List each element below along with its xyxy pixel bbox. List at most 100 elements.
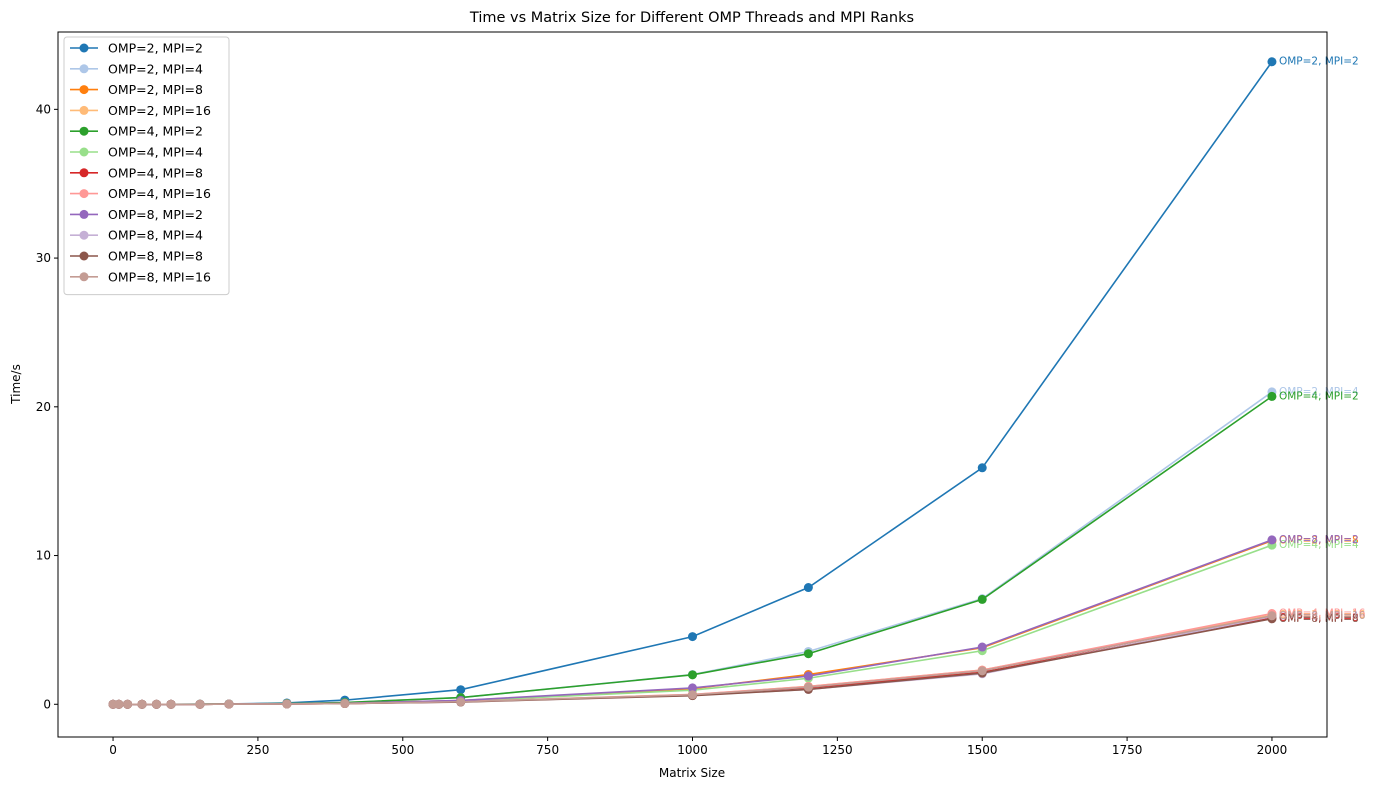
x-tick-label: 500 bbox=[391, 743, 414, 757]
data-point bbox=[803, 671, 813, 681]
series-group bbox=[108, 57, 1277, 709]
data-point bbox=[456, 685, 466, 695]
x-tick-label: 250 bbox=[246, 743, 269, 757]
legend-entry: OMP=4, MPI=2 bbox=[70, 124, 203, 139]
series-end-label: OMP=4, MPI=4 bbox=[1279, 539, 1359, 551]
legend-entry: OMP=8, MPI=2 bbox=[70, 207, 203, 222]
legend-swatch-marker bbox=[79, 126, 89, 136]
legend-label: OMP=2, MPI=2 bbox=[108, 41, 203, 56]
y-tick-label: 40 bbox=[36, 102, 51, 116]
legend-label: OMP=8, MPI=8 bbox=[108, 249, 203, 264]
data-point bbox=[1267, 535, 1277, 545]
legend-swatch-marker bbox=[79, 168, 89, 178]
y-tick-label: 0 bbox=[43, 697, 51, 711]
legend-swatch-marker bbox=[79, 230, 89, 240]
legend-label: OMP=2, MPI=4 bbox=[108, 61, 203, 76]
series-end-label: OMP=4, MPI=2 bbox=[1279, 390, 1359, 402]
legend-label: OMP=4, MPI=8 bbox=[108, 165, 203, 180]
series-end-label: OMP=8, MPI=16 bbox=[1279, 610, 1366, 622]
legend-entry: OMP=2, MPI=8 bbox=[70, 82, 203, 97]
legend-swatch-marker bbox=[79, 209, 89, 219]
y-tick-label: 30 bbox=[36, 251, 51, 265]
legend-entry: OMP=4, MPI=4 bbox=[70, 145, 203, 160]
data-point bbox=[114, 699, 124, 709]
legend-entry: OMP=2, MPI=2 bbox=[70, 41, 203, 56]
series bbox=[108, 387, 1277, 709]
data-point bbox=[977, 594, 987, 604]
y-tick-label: 20 bbox=[36, 400, 51, 414]
data-point bbox=[977, 463, 987, 473]
legend-label: OMP=8, MPI=2 bbox=[108, 207, 203, 222]
legend-label: OMP=4, MPI=2 bbox=[108, 124, 203, 139]
series bbox=[108, 536, 1277, 709]
series-end-label: OMP=8, MPI=8 bbox=[1279, 613, 1359, 625]
x-tick-label: 1250 bbox=[822, 743, 853, 757]
data-point bbox=[456, 697, 466, 707]
x-axis-label: Matrix Size bbox=[659, 766, 725, 780]
legend-label: OMP=8, MPI=4 bbox=[108, 228, 203, 243]
y-tick-label: 10 bbox=[36, 549, 51, 563]
legend-entry: OMP=8, MPI=4 bbox=[70, 228, 203, 243]
series-line bbox=[113, 395, 1273, 706]
data-point bbox=[340, 699, 350, 709]
data-point bbox=[803, 583, 813, 593]
data-point bbox=[224, 699, 234, 709]
legend-swatch-marker bbox=[79, 85, 89, 95]
x-tick-label: 2000 bbox=[1257, 743, 1288, 757]
data-point bbox=[152, 699, 162, 709]
series-end-label: OMP=2, MPI=16 bbox=[1279, 609, 1366, 621]
x-tick-label: 750 bbox=[536, 743, 559, 757]
series-end-label: OMP=8, MPI=4 bbox=[1279, 611, 1359, 623]
legend-box bbox=[63, 36, 230, 296]
y-axis-label: Time/s bbox=[9, 364, 23, 405]
series bbox=[108, 391, 1277, 709]
series-end-label: OMP=4, MPI=16 bbox=[1279, 608, 1366, 620]
x-tick-label: 1750 bbox=[1112, 743, 1143, 757]
x-tick-label: 0 bbox=[109, 743, 117, 757]
x-tick-label: 1500 bbox=[967, 743, 998, 757]
series bbox=[108, 57, 1277, 709]
legend: OMP=2, MPI=2 OMP=2, MPI=4 OMP=2, MPI=8 OMP=… bbox=[63, 36, 230, 296]
legend-swatch-marker bbox=[79, 43, 89, 53]
legend-label: OMP=8, MPI=16 bbox=[108, 269, 211, 284]
data-point bbox=[977, 666, 987, 676]
legend-label: OMP=4, MPI=4 bbox=[108, 145, 203, 160]
data-point bbox=[1267, 391, 1277, 401]
series-end-label: OMP=8, MPI=2 bbox=[1279, 534, 1359, 546]
axis-ticks: 0 250 500 750 1000 1250 1500 1750 2000 0 10 20 30 40 bbox=[36, 102, 1288, 757]
x-tick-label: 1000 bbox=[677, 743, 708, 757]
legend-swatch-marker bbox=[79, 189, 89, 199]
data-point bbox=[137, 699, 147, 709]
data-point bbox=[688, 670, 697, 680]
data-point bbox=[123, 699, 133, 709]
legend-swatch-marker bbox=[79, 147, 89, 157]
series-end-label: OMP=2, MPI=2 bbox=[1279, 56, 1359, 68]
series-line bbox=[113, 539, 1273, 706]
data-point bbox=[688, 683, 697, 693]
series-line bbox=[113, 539, 1273, 706]
plot-frame bbox=[57, 31, 1328, 738]
legend-swatch-marker bbox=[79, 105, 89, 115]
series-end-label: OMP=2, MPI=4 bbox=[1279, 386, 1359, 398]
data-point bbox=[803, 682, 813, 692]
series-end-label: OMP=2, MPI=8 bbox=[1279, 535, 1359, 547]
legend-swatch-marker bbox=[79, 272, 89, 282]
series bbox=[108, 535, 1277, 709]
data-point bbox=[688, 632, 697, 642]
series-line bbox=[113, 544, 1273, 706]
legend-swatch-marker bbox=[79, 64, 89, 74]
legend-swatch-marker bbox=[79, 251, 89, 261]
legend-entry: OMP=8, MPI=8 bbox=[70, 249, 203, 264]
legend-entry: OMP=4, MPI=8 bbox=[70, 165, 203, 180]
data-point bbox=[166, 699, 176, 709]
series-end-label: OMP=4, MPI=8 bbox=[1279, 612, 1359, 624]
data-point bbox=[282, 699, 292, 709]
data-point bbox=[688, 690, 697, 700]
data-point bbox=[977, 642, 987, 652]
legend-entry: OMP=2, MPI=4 bbox=[70, 61, 203, 76]
legend-label: OMP=2, MPI=16 bbox=[108, 103, 211, 118]
legend-entry: OMP=8, MPI=16 bbox=[70, 269, 211, 284]
